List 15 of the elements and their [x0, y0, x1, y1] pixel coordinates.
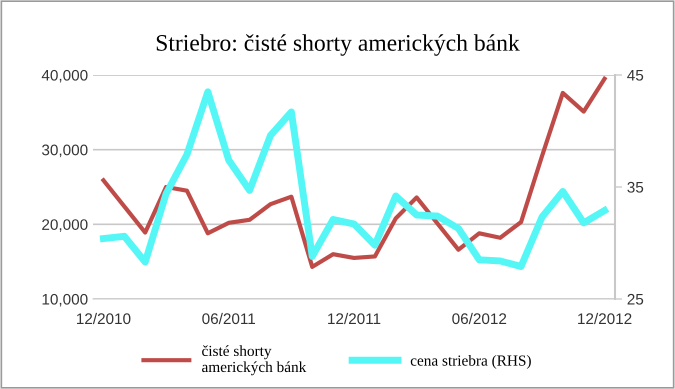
x-tick-label: 06/2011: [202, 312, 256, 324]
legend-label: čisté shorty amerických bánk: [202, 345, 306, 376]
y2-tick-label: 35: [627, 182, 644, 193]
x-tick-label: 12/2011: [328, 312, 380, 324]
y2-tick-label: 45: [627, 70, 644, 81]
chart-title: Striebro: čisté shorty amerických bánk: [156, 34, 520, 56]
x-tick-label: 12/2012: [578, 312, 632, 324]
y-tick-label: 10,000: [42, 294, 88, 306]
legend-label: cena striebra (RHS): [410, 354, 531, 369]
x-tick-label: 12/2010: [76, 312, 130, 324]
y2-tick-label: 25: [628, 294, 644, 305]
x-tick-label: 06/2012: [452, 312, 506, 324]
y-tick-label: 40,000: [42, 70, 88, 82]
y-tick-label: 30,000: [42, 144, 88, 158]
y-tick-label: 20,000: [42, 219, 88, 232]
